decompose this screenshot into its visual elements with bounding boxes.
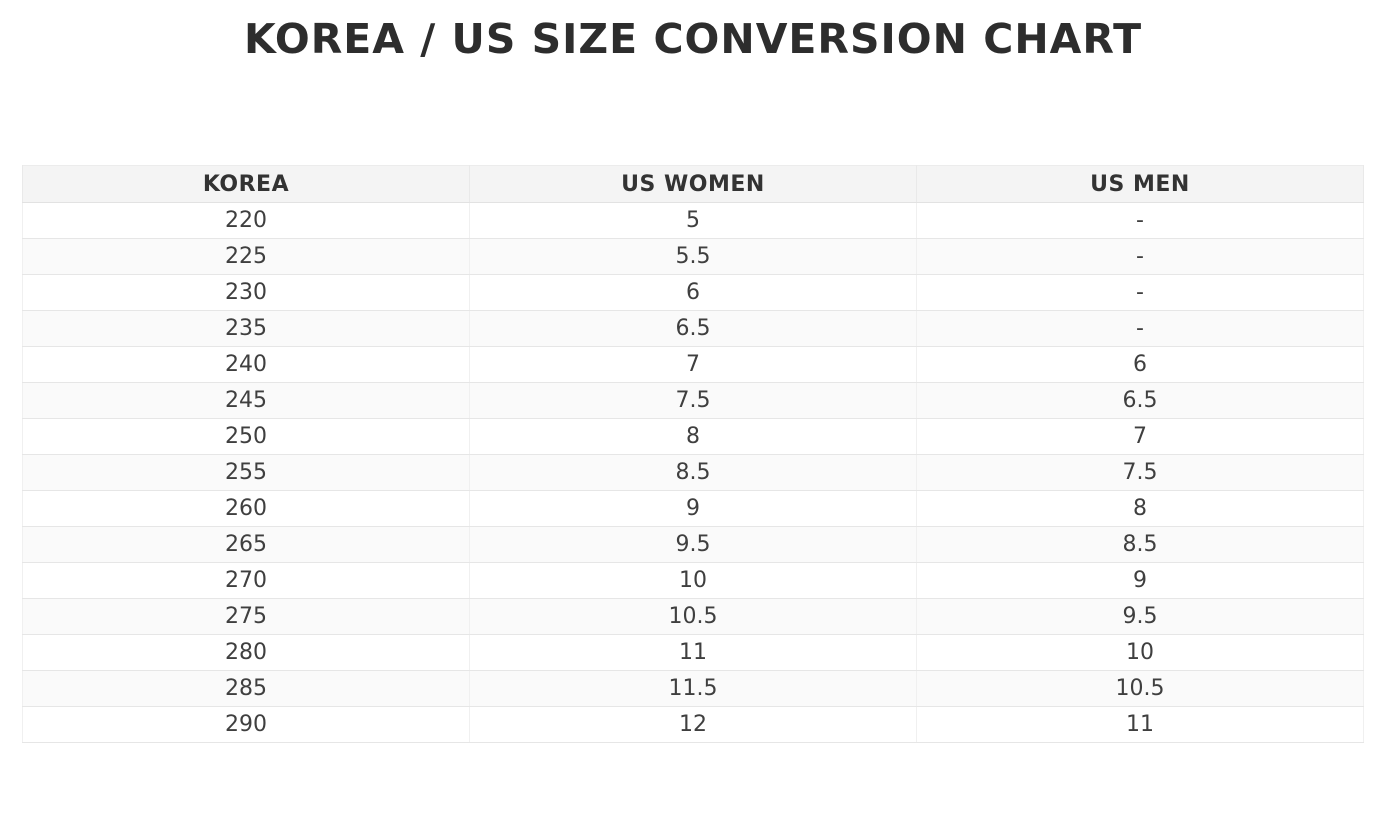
table-cell: 235: [22, 310, 470, 348]
table-row: 265 9.5 8.5: [22, 526, 1364, 564]
table-cell: 11.5: [469, 670, 917, 708]
table-cell: 240: [22, 346, 470, 384]
table-row: 250 8 7: [22, 418, 1364, 456]
table-row: 280 11 10: [22, 634, 1364, 672]
conversion-table-container: KOREA US WOMEN US MEN 220 5-225 5.5-230 6-235…: [22, 165, 1364, 744]
table-cell: -: [916, 238, 1364, 276]
table-cell: 10: [469, 562, 917, 600]
table-cell: 7.5: [916, 454, 1364, 492]
table-cell: 245: [22, 382, 470, 420]
table-cell: 290: [22, 706, 470, 744]
table-row: 275 10.5 9.5: [22, 598, 1364, 636]
table-cell: -: [916, 310, 1364, 348]
table-cell: 7: [916, 418, 1364, 456]
table-cell: 7.5: [469, 382, 917, 420]
page-title: KOREA / US SIZE CONVERSION CHART: [243, 15, 1143, 63]
table-cell: 8.5: [916, 526, 1364, 564]
table-header-row: KOREA US WOMEN US MEN: [22, 165, 1364, 204]
table-cell: 6: [916, 346, 1364, 384]
table-cell: 9: [916, 562, 1364, 600]
table-row: 255 8.5 7.5: [22, 454, 1364, 492]
table-cell: 12: [469, 706, 917, 744]
table-header: KOREA US WOMEN US MEN: [22, 165, 1364, 204]
table-cell: -: [916, 274, 1364, 312]
table-cell: 11: [916, 706, 1364, 744]
column-header-us-women: US WOMEN: [469, 165, 917, 204]
table-cell: 11: [469, 634, 917, 672]
table-cell: 10: [916, 634, 1364, 672]
table-cell: 9.5: [916, 598, 1364, 636]
table-cell: 6: [469, 274, 917, 312]
table-cell: 9: [469, 490, 917, 528]
table-cell: 270: [22, 562, 470, 600]
table-cell: 275: [22, 598, 470, 636]
table-row: 260 9 8: [22, 490, 1364, 528]
table-row: 230 6-: [22, 274, 1364, 312]
table-cell: 230: [22, 274, 470, 312]
table-row: 285 11.5 10.5: [22, 670, 1364, 708]
size-conversion-table: KOREA US WOMEN US MEN 220 5-225 5.5-230 6-235…: [22, 165, 1364, 744]
table-row: 240 7 6: [22, 346, 1364, 384]
table-cell: 250: [22, 418, 470, 456]
table-cell: 6.5: [916, 382, 1364, 420]
table-cell: -: [916, 202, 1364, 240]
table-cell: 8: [916, 490, 1364, 528]
table-cell: 5.5: [469, 238, 917, 276]
table-row: 245 7.5 6.5: [22, 382, 1364, 420]
table-row: 290 12 11: [22, 706, 1364, 744]
table-cell: 280: [22, 634, 470, 672]
column-header-korea: KOREA: [22, 165, 470, 204]
table-cell: 220: [22, 202, 470, 240]
table-cell: 8.5: [469, 454, 917, 492]
table-cell: 265: [22, 526, 470, 564]
table-row: 270 10 9: [22, 562, 1364, 600]
table-cell: 7: [469, 346, 917, 384]
table-cell: 10.5: [469, 598, 917, 636]
table-cell: 255: [22, 454, 470, 492]
table-cell: 9.5: [469, 526, 917, 564]
table-cell: 5: [469, 202, 917, 240]
table-body: 220 5-225 5.5-230 6-235 6.5-240 7 6 245 7.5 6.5 25…: [22, 202, 1364, 744]
table-cell: 8: [469, 418, 917, 456]
table-row: 235 6.5-: [22, 310, 1364, 348]
table-cell: 6.5: [469, 310, 917, 348]
table-cell: 285: [22, 670, 470, 708]
table-cell: 260: [22, 490, 470, 528]
table-cell: 225: [22, 238, 470, 276]
table-cell: 10.5: [916, 670, 1364, 708]
table-row: 220 5-: [22, 202, 1364, 240]
column-header-us-men: US MEN: [916, 165, 1364, 204]
table-row: 225 5.5-: [22, 238, 1364, 276]
